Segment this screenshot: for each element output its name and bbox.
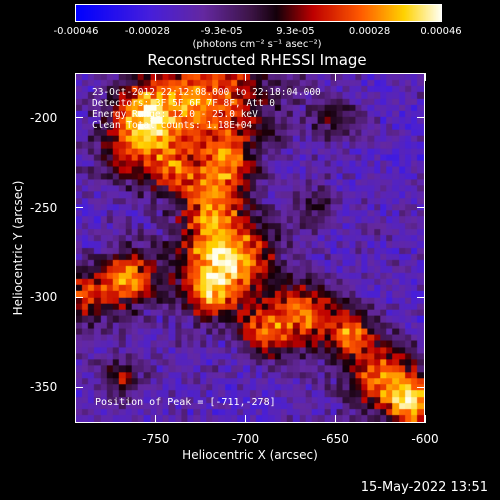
colorbar-tick-label: -0.00028 [124,26,170,37]
x-tick-mark [334,73,336,81]
x-tick-mark [424,73,426,81]
y-tick-label: -250 [30,200,58,215]
x-tick-mark [424,415,426,423]
y-tick-label: -300 [30,290,58,305]
colorbar-gradient [76,5,441,21]
y-tick-mark [417,207,425,209]
info-time: 23-Oct-2012 22:12:08.000 to 22:18:04.000 [92,87,321,98]
colorbar-units: (photons cm⁻² s⁻¹ asec⁻²) [192,39,322,50]
colorbar-tick-label: 9.3e-05 [276,26,315,37]
x-tick-mark [155,415,157,423]
colorbar-tick-label: -0.00046 [53,26,99,37]
y-tick-mark [417,117,425,119]
plot-area [75,73,425,423]
x-tick-mark [334,415,336,423]
peak-position: Position of Peak = [-711,-278] [95,397,276,408]
x-tick-mark [245,73,246,81]
y-axis-label: Heliocentric Y (arcsec) [11,180,25,316]
y-tick-mark [417,296,425,298]
x-tick-mark [155,73,157,81]
colorbar-tick-label: -9.3e-05 [200,26,243,37]
info-clean: Clean Total counts: 1.18E+04 [92,120,253,131]
y-tick-mark [417,386,425,388]
colorbar-tick-label: 0.00028 [348,26,391,37]
info-energy: Energy Range: 12.0 - 25.0 keV [92,109,258,120]
x-tick-label: -600 [411,432,439,446]
x-axis-label: Heliocentric X (arcsec) [182,448,318,462]
y-tick-label: -350 [30,380,58,395]
x-tick-label: -750 [142,432,170,446]
y-tick-mark [75,296,83,298]
y-tick-mark [75,386,83,388]
y-tick-label: -200 [30,110,58,125]
colorbar [75,4,442,22]
x-tick-mark [245,415,246,423]
heatmap-image [76,74,424,422]
x-tick-label: -700 [231,432,260,446]
y-tick-mark [75,207,83,209]
footer-timestamp: 15-May-2022 13:51 [360,480,488,495]
info-detectors: Detectors: 3F 5F 6F 7F 8F, Att 0 [92,98,276,109]
chart-title: Reconstructed RHESSI Image [147,51,367,69]
x-tick-label: -650 [321,432,349,446]
y-tick-mark [75,117,83,119]
colorbar-tick-label: 0.00046 [420,26,462,37]
